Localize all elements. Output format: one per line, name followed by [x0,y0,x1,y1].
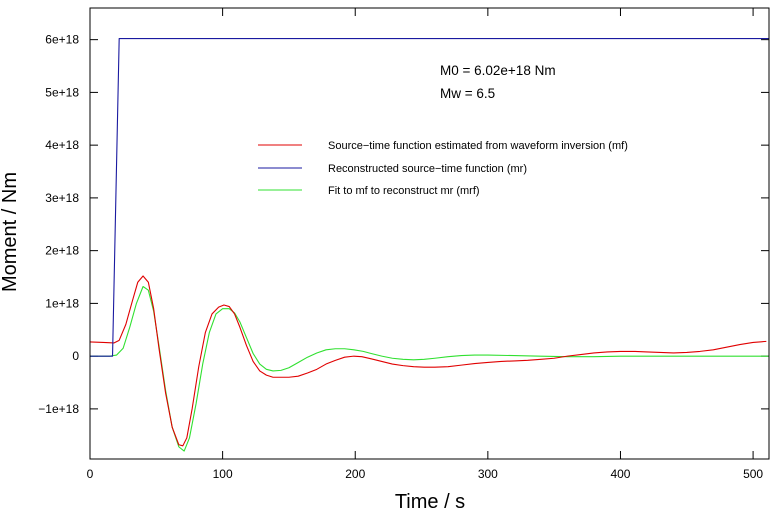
x-tick-label: 400 [610,467,630,481]
x-tick-label: 200 [345,467,365,481]
series-line-mf [89,275,767,447]
y-tick-label: 2e+18 [45,244,79,258]
series-layer [89,38,769,452]
x-tick-label: 300 [478,467,498,481]
plot-frame [89,7,770,460]
x-axis-title: Time / s [395,491,465,512]
y-tick-label: 5e+18 [45,85,79,99]
tick-layer: 0 100 200 300 400 500 −1e+18 0 1e+18 2e+18 3e+18 4e… [38,8,769,481]
x-tick-label: 100 [213,467,233,481]
legend-label-mf: Source−time function estimated from wave… [328,140,628,152]
x-tick-label: 0 [87,467,94,481]
legend-label-mr: Reconstructed source−time function (mr) [328,163,527,175]
legend-label-mrf: Fit to mf to reconstruct mr (mrf) [328,185,480,197]
y-tick-label: 1e+18 [45,296,79,310]
x-tick-label: 500 [743,467,763,481]
y-tick-label: 6e+18 [45,33,79,47]
y-tick-label: −1e+18 [38,402,79,416]
annotation-mw: Mw = 6.5 [440,86,495,101]
y-tick-label: 4e+18 [45,138,79,152]
y-axis-title: Moment / Nm [0,172,21,292]
series-line-mrf [90,285,769,452]
y-tick-label: 0 [72,349,79,363]
annotation-m0: M0 = 6.02e+18 Nm [440,63,556,78]
series-line-mr [90,38,769,357]
legend: Source−time function estimated from wave… [258,140,628,197]
y-tick-label: 3e+18 [45,191,79,205]
